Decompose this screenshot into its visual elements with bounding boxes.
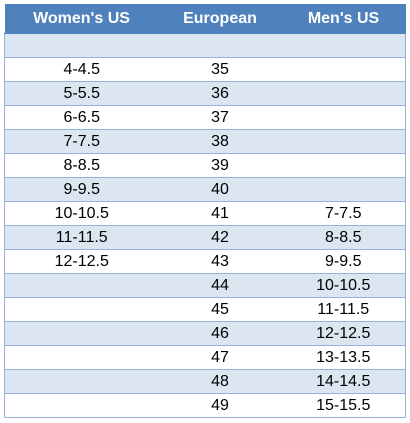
european-cell: 35: [158, 57, 282, 82]
table-row: [4, 33, 406, 58]
european-cell: 40: [158, 177, 282, 202]
table-row: 46 12-12.5: [4, 321, 406, 346]
womens-us-cell: 5-5.5: [4, 81, 159, 106]
table-row: 12-12.5 43 9-9.5: [4, 249, 406, 274]
european-cell: [158, 33, 282, 58]
mens-us-cell: 8-8.5: [281, 225, 406, 250]
table-row: 10-10.5 41 7-7.5: [4, 201, 406, 226]
womens-us-cell: [4, 273, 159, 298]
womens-us-cell: [4, 33, 159, 58]
header-european: European: [158, 4, 282, 34]
shoe-size-table: Women's US European Men's US 4-4.5 35 5-5.…: [4, 4, 406, 418]
womens-us-cell: [4, 345, 159, 370]
table-row: 9-9.5 40: [4, 177, 406, 202]
mens-us-cell: 11-11.5: [281, 297, 406, 322]
table-row: 6-6.5 37: [4, 105, 406, 130]
table-header: Women's US European Men's US: [4, 4, 406, 34]
mens-us-cell: [281, 81, 406, 106]
european-cell: 42: [158, 225, 282, 250]
womens-us-cell: 10-10.5: [4, 201, 159, 226]
header-mens-us: Men's US: [281, 4, 406, 34]
womens-us-cell: [4, 297, 159, 322]
european-cell: 48: [158, 369, 282, 394]
mens-us-cell: 14-14.5: [281, 369, 406, 394]
european-cell: 45: [158, 297, 282, 322]
table-row: 48 14-14.5: [4, 369, 406, 394]
table-row: 47 13-13.5: [4, 345, 406, 370]
mens-us-cell: [281, 105, 406, 130]
womens-us-cell: 7-7.5: [4, 129, 159, 154]
table-row: 8-8.5 39: [4, 153, 406, 178]
european-cell: 36: [158, 81, 282, 106]
european-cell: 49: [158, 393, 282, 418]
european-cell: 46: [158, 321, 282, 346]
table-row: 49 15-15.5: [4, 393, 406, 418]
mens-us-cell: 9-9.5: [281, 249, 406, 274]
mens-us-cell: [281, 33, 406, 58]
womens-us-cell: 8-8.5: [4, 153, 159, 178]
table-row: 45 11-11.5: [4, 297, 406, 322]
womens-us-cell: [4, 393, 159, 418]
mens-us-cell: 12-12.5: [281, 321, 406, 346]
table-row: 44 10-10.5: [4, 273, 406, 298]
table-body: 4-4.5 35 5-5.5 36 6-6.5 37 7-7.5 38 8-8.5 39 9-9.5…: [4, 33, 406, 418]
womens-us-cell: 4-4.5: [4, 57, 159, 82]
mens-us-cell: [281, 57, 406, 82]
mens-us-cell: 15-15.5: [281, 393, 406, 418]
mens-us-cell: 10-10.5: [281, 273, 406, 298]
table-row: 5-5.5 36: [4, 81, 406, 106]
european-cell: 43: [158, 249, 282, 274]
mens-us-cell: 13-13.5: [281, 345, 406, 370]
european-cell: 39: [158, 153, 282, 178]
womens-us-cell: 11-11.5: [4, 225, 159, 250]
table-row: 11-11.5 42 8-8.5: [4, 225, 406, 250]
mens-us-cell: [281, 177, 406, 202]
european-cell: 41: [158, 201, 282, 226]
womens-us-cell: [4, 321, 159, 346]
womens-us-cell: 9-9.5: [4, 177, 159, 202]
mens-us-cell: [281, 129, 406, 154]
header-womens-us: Women's US: [4, 4, 159, 34]
womens-us-cell: [4, 369, 159, 394]
european-cell: 47: [158, 345, 282, 370]
european-cell: 44: [158, 273, 282, 298]
mens-us-cell: [281, 153, 406, 178]
womens-us-cell: 6-6.5: [4, 105, 159, 130]
header-row: Women's US European Men's US: [4, 4, 406, 34]
table-row: 7-7.5 38: [4, 129, 406, 154]
european-cell: 38: [158, 129, 282, 154]
womens-us-cell: 12-12.5: [4, 249, 159, 274]
european-cell: 37: [158, 105, 282, 130]
mens-us-cell: 7-7.5: [281, 201, 406, 226]
table-row: 4-4.5 35: [4, 57, 406, 82]
